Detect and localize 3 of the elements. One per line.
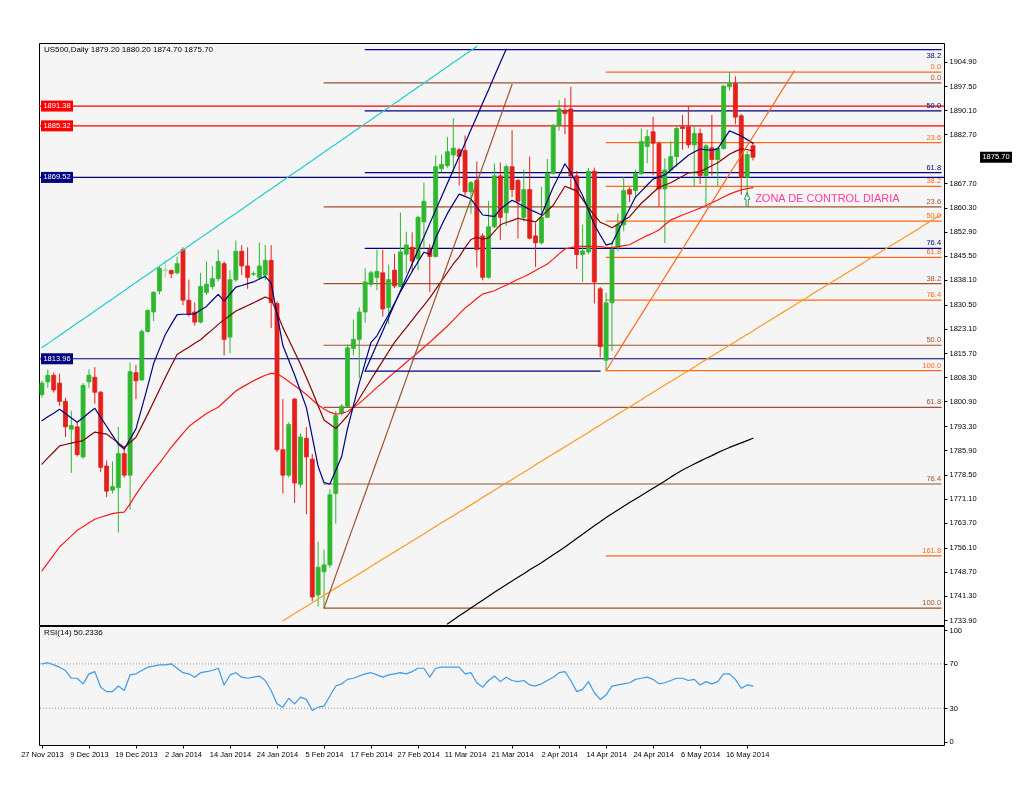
chart-title: US500,Daily 1879.20 1880.20 1874.70 1875.70 bbox=[44, 45, 214, 54]
chart-title: RSI(14) 50.2336 bbox=[44, 628, 104, 637]
annotation: ZONA DE CONTROL DIARIA bbox=[755, 192, 901, 205]
